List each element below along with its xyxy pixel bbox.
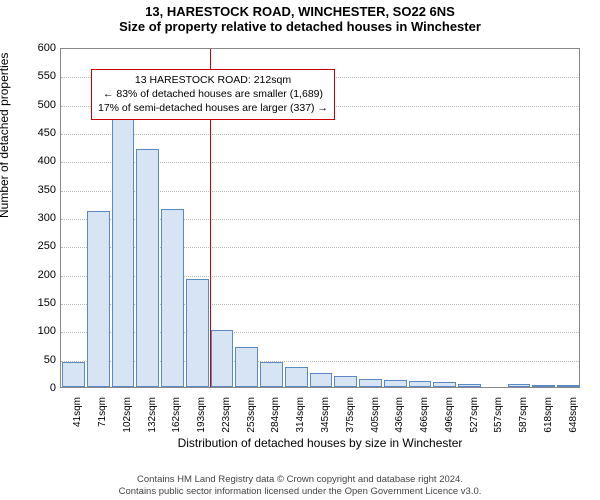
y-tick-label: 0	[50, 382, 56, 394]
footer-line2: Contains public sector information licen…	[0, 486, 600, 498]
chart-wrap: Number of detached properties 13 HARESTO…	[0, 38, 600, 438]
annotation-line: ← 83% of detached houses are smaller (1,…	[98, 87, 328, 101]
histogram-bar	[186, 279, 209, 387]
histogram-bar	[310, 373, 333, 387]
y-tick-label: 600	[38, 42, 56, 54]
histogram-bar	[532, 385, 555, 387]
histogram-bar	[112, 115, 135, 387]
footer-line1: Contains HM Land Registry data © Crown c…	[0, 474, 600, 486]
annotation-box: 13 HARESTOCK ROAD: 212sqm← 83% of detach…	[91, 69, 335, 120]
histogram-bar	[458, 384, 481, 387]
y-tick-label: 400	[38, 155, 56, 167]
histogram-bar	[433, 382, 456, 387]
histogram-bar	[557, 385, 580, 387]
histogram-bar	[384, 380, 407, 387]
y-tick-label: 300	[38, 212, 56, 224]
y-tick-label: 350	[38, 184, 56, 196]
y-tick-label: 450	[38, 127, 56, 139]
annotation-line: 13 HARESTOCK ROAD: 212sqm	[98, 73, 328, 87]
y-tick-label: 500	[38, 99, 56, 111]
y-tick-label: 200	[38, 269, 56, 281]
histogram-bar	[409, 381, 432, 387]
page-title-line2: Size of property relative to detached ho…	[0, 19, 600, 38]
plot-area: 13 HARESTOCK ROAD: 212sqm← 83% of detach…	[60, 48, 580, 388]
histogram-bar	[87, 211, 110, 387]
histogram-bar	[285, 367, 308, 387]
y-tick-label: 100	[38, 325, 56, 337]
y-tick-label: 250	[38, 240, 56, 252]
annotation-line: 17% of semi-detached houses are larger (…	[98, 101, 328, 115]
histogram-bar	[508, 384, 531, 387]
histogram-bar	[62, 362, 85, 388]
gridline	[61, 134, 579, 135]
histogram-bar	[359, 379, 382, 388]
histogram-bar	[211, 330, 234, 387]
histogram-bar	[235, 347, 258, 387]
x-axis-label: Distribution of detached houses by size …	[60, 436, 580, 450]
histogram-bar	[136, 149, 159, 387]
histogram-bar	[260, 362, 283, 388]
histogram-bar	[161, 209, 184, 388]
y-tick-label: 50	[44, 354, 56, 366]
y-axis-label: Number of detached properties	[0, 53, 11, 218]
histogram-bar	[334, 376, 357, 387]
footer: Contains HM Land Registry data © Crown c…	[0, 474, 600, 498]
chart-container: 13, HARESTOCK ROAD, WINCHESTER, SO22 6NS…	[0, 0, 600, 500]
y-tick-label: 550	[38, 70, 56, 82]
y-tick-label: 150	[38, 297, 56, 309]
page-title-line1: 13, HARESTOCK ROAD, WINCHESTER, SO22 6NS	[0, 0, 600, 19]
